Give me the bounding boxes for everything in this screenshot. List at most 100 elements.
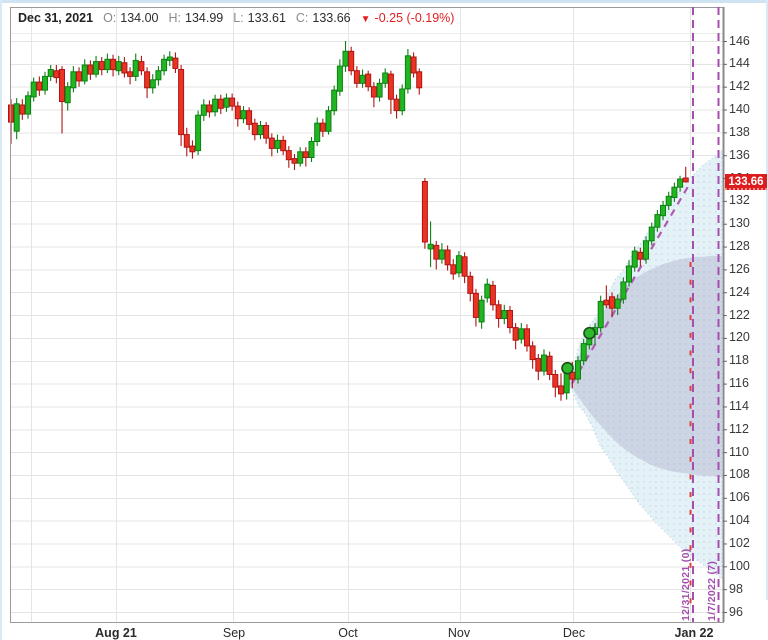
candle (319, 118, 326, 137)
candle (81, 59, 88, 85)
candle (518, 323, 525, 344)
candle (229, 93, 236, 111)
candle (507, 305, 513, 334)
candle (336, 59, 343, 96)
candle (285, 146, 292, 168)
last-price-badge: 133.66 (725, 173, 767, 190)
candle (665, 191, 672, 211)
price-tick-label: 140 (729, 102, 750, 117)
candle (370, 82, 377, 108)
candle (200, 99, 207, 121)
candle (541, 349, 547, 376)
candle (546, 351, 553, 381)
signal-marker-circle[interactable] (583, 326, 596, 340)
candle (36, 76, 43, 96)
candle (115, 55, 122, 76)
candle (189, 140, 196, 159)
ohlc-values: O: 134.00 H: 134.99 L: 133.61 C: 133.66 (103, 11, 351, 25)
candle (643, 236, 649, 264)
price-tick-label: 132 (729, 193, 750, 208)
candle (501, 304, 508, 325)
candle (660, 200, 666, 221)
window-top-edge (0, 0, 768, 3)
candle (206, 100, 213, 118)
candle (308, 136, 315, 163)
price-tick-label: 116 (729, 376, 749, 391)
event-line-label: 1/7/2022 (7) (706, 560, 718, 621)
candle (87, 60, 94, 80)
candle (359, 69, 366, 88)
candle (427, 221, 434, 268)
candle (274, 134, 281, 153)
candle (297, 147, 304, 167)
forecast-cones (569, 149, 723, 580)
candle (104, 53, 111, 73)
price-tick-label: 118 (729, 353, 749, 368)
price-tick-label: 106 (729, 490, 750, 505)
candle (212, 94, 219, 117)
month-tick-label: Jan 22 (674, 626, 714, 640)
candle (47, 64, 54, 81)
price-tick-label: 104 (729, 513, 750, 528)
candle (365, 70, 372, 92)
price-tick-label: 128 (729, 239, 750, 254)
price-tick-label: 130 (729, 216, 750, 231)
month-tick-label: Nov (447, 626, 471, 640)
candle (138, 55, 145, 76)
candle (489, 280, 496, 311)
candle (64, 82, 71, 111)
price-tick-label: 108 (729, 467, 750, 482)
candle (110, 54, 117, 77)
event-line-label: 12/31/2021 (0) (680, 548, 692, 621)
candle (172, 52, 179, 73)
candle (682, 166, 689, 183)
ohlc-field: O: 134.00 (103, 11, 159, 25)
candle (353, 66, 360, 88)
price-tick-label: 124 (729, 284, 750, 299)
price-tick-label: 96 (729, 604, 743, 619)
down-triangle-icon: ▼ (360, 14, 371, 25)
candle (280, 135, 287, 156)
ohlc-field: L: 133.61 (233, 11, 286, 25)
window-left-edge (0, 0, 2, 640)
candle (19, 99, 26, 120)
candle (376, 78, 383, 102)
candle (291, 154, 298, 171)
candle (30, 77, 37, 102)
candle (121, 56, 128, 78)
candle (246, 107, 253, 131)
candle (166, 51, 173, 67)
candle (461, 252, 468, 284)
candle (433, 240, 440, 270)
change-text: -0.25 (-0.19%) (374, 11, 455, 25)
candle (416, 68, 423, 95)
candle (626, 260, 632, 287)
candle (524, 324, 530, 352)
price-tick-label: 120 (729, 330, 750, 345)
candle (251, 118, 258, 141)
candle (472, 288, 479, 327)
signal-marker-circle[interactable] (561, 361, 574, 375)
price-tick-label: 146 (729, 33, 750, 48)
candle (132, 53, 139, 81)
candle (671, 182, 678, 203)
candle (382, 68, 389, 88)
candle (620, 277, 627, 304)
candle (455, 251, 462, 278)
candle (529, 341, 536, 369)
price-tick-label: 114 (729, 398, 749, 413)
candle (478, 295, 485, 329)
window-right-edge (766, 0, 768, 600)
candle (512, 323, 519, 350)
candle (631, 246, 638, 272)
price-tick-label: 122 (729, 307, 750, 322)
candle (263, 122, 270, 144)
candle (444, 245, 451, 271)
price-tick-label: 102 (729, 535, 750, 550)
header-date: Dec 31, 2021 (18, 11, 94, 25)
ohlc-field: C: 133.66 (295, 11, 351, 25)
ohlc-field: H: 134.99 (168, 11, 224, 25)
forecast-scenario-ticks (689, 262, 692, 604)
